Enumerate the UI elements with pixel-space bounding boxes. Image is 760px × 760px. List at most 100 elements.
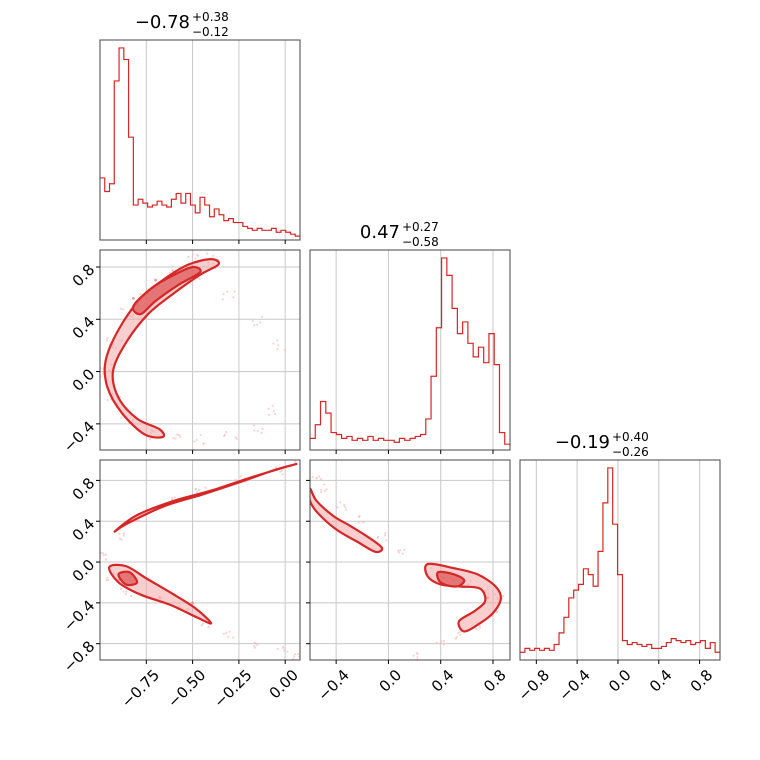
scatter-point [403, 548, 406, 552]
scatter-point [149, 438, 152, 441]
scatter-point [399, 549, 402, 552]
scatter-point [232, 296, 235, 299]
scatter-point [319, 488, 323, 492]
scatter-point [299, 457, 301, 459]
scatter-point [221, 298, 224, 301]
scatter-point [442, 639, 446, 643]
scatter-point [105, 558, 108, 561]
scatter-point [259, 321, 262, 324]
scatter-point [253, 641, 256, 644]
scatter-point [261, 427, 264, 430]
contour-outer-7 [310, 487, 384, 554]
scatter-point [205, 252, 209, 255]
scatter-point [397, 551, 400, 554]
scatter-point [401, 552, 404, 555]
scatter-point [120, 416, 123, 419]
scatter-point [107, 578, 110, 582]
scatter-point [194, 488, 198, 491]
scatter-point [120, 538, 123, 541]
scatter-point [106, 576, 109, 579]
scatter-point [256, 643, 259, 647]
scatter-point [226, 290, 229, 293]
y-tick-label: 0.4 [69, 313, 99, 343]
scatter-point [336, 506, 339, 509]
scatter-point [267, 407, 270, 410]
frame-layer [96, 39, 721, 664]
title-median-1: 0.47 [360, 222, 400, 243]
scatter-point [202, 622, 205, 625]
y-tick-label: −0.4 [60, 417, 98, 455]
x-tick-label: 0.8 [687, 666, 717, 696]
scatter-point [191, 253, 194, 256]
scatter-point [315, 477, 318, 480]
panel-frame-2-0 [99, 459, 301, 661]
scatter-point [323, 489, 327, 493]
scatter-point [362, 521, 365, 524]
title-plus-1: +0.27 [402, 220, 439, 234]
scatter-point [104, 553, 108, 556]
hist-step-line-0 [100, 47, 300, 237]
x-tick-label: −0.75 [118, 666, 163, 711]
scatter-point [286, 650, 289, 653]
scatter-point [120, 587, 123, 590]
scatter-point [377, 535, 380, 538]
histogram-layer [100, 47, 720, 653]
scatter-point [102, 554, 105, 557]
scatter-point [239, 475, 242, 478]
grid-layer [100, 40, 701, 660]
x-tick-label: 0.4 [646, 666, 676, 696]
x-tick-label: −0.4 [555, 666, 593, 704]
scatter-point [345, 508, 348, 511]
scatter-point [397, 549, 400, 552]
scatter-point [222, 292, 225, 296]
scatter-point [106, 399, 109, 402]
contour-outer-4 [113, 462, 298, 533]
scatter-point [276, 339, 279, 342]
scatter-point [439, 642, 442, 645]
scatter-point [171, 496, 174, 500]
scatter-point [198, 277, 201, 281]
scatter-point [311, 475, 314, 479]
scatter-point [257, 429, 260, 432]
scatter-point [343, 503, 346, 507]
scatter-point-core [191, 601, 194, 605]
x-tick-label: −0.4 [314, 666, 352, 704]
scatter-point [252, 424, 255, 427]
scatter-point [122, 590, 125, 593]
scatter-point [442, 643, 446, 646]
scatter-point [202, 442, 205, 445]
x-tick-label: 0.8 [480, 666, 510, 696]
scatter-point [137, 519, 141, 522]
y-tick-label: 0.0 [69, 365, 99, 395]
scatter-point [232, 636, 235, 639]
scatter-point [358, 514, 361, 518]
scatter-point [130, 594, 133, 598]
scatter-point [251, 319, 254, 323]
contour-layer [103, 258, 503, 633]
scatter-point [253, 646, 257, 649]
scatter-point [194, 257, 197, 260]
scatter-point [416, 656, 419, 659]
scatter-point [412, 654, 415, 657]
scatter-point [415, 652, 418, 655]
x-tick-label: 0.00 [266, 666, 302, 702]
scatter-point [325, 488, 328, 491]
scatter-point [276, 647, 279, 651]
y-tick-label: 0.8 [69, 261, 99, 291]
title-minus-1: −0.58 [402, 235, 439, 249]
scatter-point [260, 431, 263, 435]
scatter-point [478, 624, 481, 627]
scatter-point [122, 308, 125, 311]
scatter-point [319, 478, 323, 481]
scatter-point [457, 631, 460, 635]
scatter-point [318, 475, 321, 478]
y-tick-label: 0.8 [69, 474, 99, 504]
y-tick-label: −0.8 [60, 637, 98, 675]
scatter-point [360, 520, 363, 523]
scatter-point [135, 519, 138, 523]
x-tick-label: 0.0 [605, 666, 635, 696]
title-minus-0: −0.12 [192, 25, 229, 39]
scatter-point [105, 339, 109, 342]
scatter-point-core [131, 296, 135, 300]
